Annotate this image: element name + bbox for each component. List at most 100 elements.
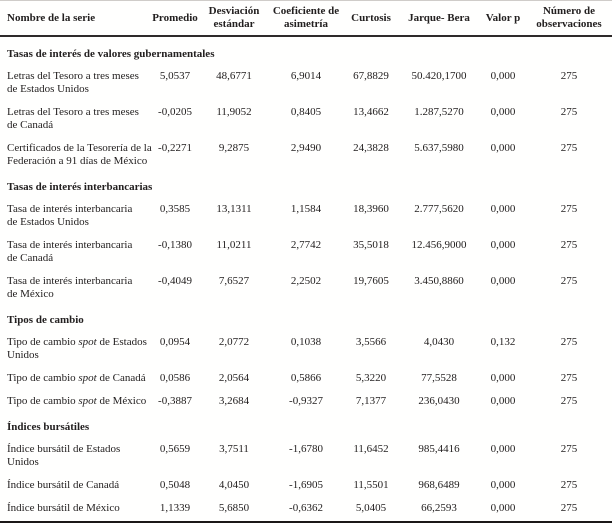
value-cell: 77,5528 [421, 372, 457, 384]
section-title: Tasas de interés de valores gubernamenta… [7, 48, 215, 60]
value-cell: 236,0430 [418, 395, 460, 407]
value-cell: 3,2684 [218, 395, 250, 407]
table-row: Índice bursátil de Estados Unidos 0,5659 3,… [0, 435, 612, 471]
table-row: Letras del Tesoro a tres meses de Estados… [0, 62, 612, 98]
section-title: Tipos de cambio [7, 314, 84, 326]
series-name-cell: Índice bursátil de Estados Unidos [7, 443, 121, 468]
value-cell: 0,0586 [159, 372, 191, 384]
series-name-cell: Tipo de cambio spot de Estados Unidos [7, 336, 147, 361]
value-cell: 275 [560, 443, 578, 455]
value-cell: 1,1584 [290, 203, 322, 215]
value-cell: 275 [560, 479, 578, 491]
value-cell: 275 [560, 142, 578, 154]
value-cell: 0,5048 [159, 479, 191, 491]
value-cell: 18,3960 [353, 203, 389, 215]
section-title: Índices bursátiles [7, 421, 90, 433]
value-cell: 13,4662 [353, 106, 389, 118]
value-cell: 0,3585 [159, 203, 191, 215]
header-row: Nombre de la serie Promedio Desviación est… [0, 1, 612, 37]
value-cell: -0,2271 [158, 142, 192, 154]
column-header-3: Coeficiente de asimetría [268, 1, 344, 37]
value-cell: 4,0430 [423, 336, 455, 348]
value-cell: 0,000 [490, 239, 516, 251]
series-name-cell: Certificados de la Tesorería de la Federa… [7, 142, 152, 167]
column-header-0: Nombre de la serie [0, 1, 150, 37]
value-cell: 11,9052 [216, 106, 252, 118]
value-cell: 0,1038 [290, 336, 322, 348]
value-cell: 0,000 [490, 275, 516, 287]
value-cell: -0,1380 [158, 239, 192, 251]
value-cell: 1.287,5270 [414, 106, 464, 118]
section-header-row: Tipos de cambio [0, 303, 612, 328]
table-row: Tasa de interés interbancaria de Estados … [0, 195, 612, 231]
section-title: Tasas de interés interbancarias [7, 181, 153, 193]
value-cell: 11,0211 [216, 239, 252, 251]
value-cell: 5,6850 [218, 502, 250, 514]
series-name-cell: Índice bursátil de México [7, 502, 120, 514]
value-cell: 275 [560, 203, 578, 215]
value-cell: 0,5659 [159, 443, 191, 455]
value-cell: 275 [560, 106, 578, 118]
value-cell: 275 [560, 70, 578, 82]
column-header-6: Valor p [480, 1, 526, 37]
table-header: Nombre de la serie Promedio Desviación est… [0, 1, 612, 37]
value-cell: 0,000 [490, 502, 516, 514]
value-cell: 2,7742 [290, 239, 322, 251]
value-cell: 3,7511 [219, 443, 249, 455]
series-name-cell: Tasa de interés interbancaria de México [7, 275, 133, 300]
section-header-row: Tasas de interés interbancarias [0, 170, 612, 195]
value-cell: -0,6362 [289, 502, 323, 514]
value-cell: 0,8405 [290, 106, 322, 118]
value-cell: 2.777,5620 [414, 203, 464, 215]
value-cell: 6,9014 [290, 70, 322, 82]
value-cell: 0,000 [490, 479, 516, 491]
value-cell: 968,6489 [418, 479, 460, 491]
series-name-cell: Índice bursátil de Canadá [7, 479, 120, 491]
value-cell: 275 [560, 239, 578, 251]
value-cell: 2,0564 [218, 372, 250, 384]
series-name-cell: Tasa de interés interbancaria de Estados … [7, 203, 133, 228]
value-cell: -1,6780 [289, 443, 323, 455]
value-cell: 0,000 [490, 70, 516, 82]
value-cell: 48,6771 [216, 70, 252, 82]
value-cell: 5,0405 [355, 502, 387, 514]
value-cell: 0,132 [490, 336, 516, 348]
value-cell: 4,0450 [218, 479, 250, 491]
value-cell: 9,2875 [218, 142, 250, 154]
column-header-4: Curtosis [344, 1, 398, 37]
value-cell: 2,9490 [290, 142, 322, 154]
value-cell: 275 [560, 395, 578, 407]
value-cell: 0,0954 [159, 336, 191, 348]
section-header-row: Tasas de interés de valores gubernamenta… [0, 36, 612, 62]
value-cell: 985,4416 [418, 443, 460, 455]
value-cell: -0,0205 [158, 106, 192, 118]
value-cell: 13,1311 [216, 203, 252, 215]
table-body: Tasas de interés de valores gubernamenta… [0, 36, 612, 523]
value-cell: 2,2502 [290, 275, 322, 287]
value-cell: 3.450,8860 [414, 275, 464, 287]
value-cell: -1,6905 [289, 479, 323, 491]
column-header-1: Promedio [150, 1, 200, 37]
value-cell: 275 [560, 372, 578, 384]
value-cell: 2,0772 [218, 336, 250, 348]
value-cell: 5,3220 [355, 372, 387, 384]
value-cell: 7,1377 [355, 395, 387, 407]
value-cell: -0,3887 [158, 395, 192, 407]
column-header-2: Desviación estándar [200, 1, 268, 37]
value-cell: 1,1339 [159, 502, 191, 514]
value-cell: 19,7605 [353, 275, 389, 287]
table-row: Tasa de interés interbancaria de México -0… [0, 267, 612, 303]
value-cell: 12.456,9000 [411, 239, 467, 251]
value-cell: 11,5501 [353, 479, 389, 491]
column-header-5: Jarque- Bera [398, 1, 480, 37]
value-cell: 7,6527 [218, 275, 250, 287]
value-cell: -0,9327 [289, 395, 323, 407]
series-name-cell: Tasa de interés interbancaria de Canadá [7, 239, 133, 264]
value-cell: 5,0537 [159, 70, 191, 82]
value-cell: -0,4049 [158, 275, 192, 287]
value-cell: 50.420,1700 [411, 70, 467, 82]
column-header-7: Número de observaciones [526, 1, 612, 37]
value-cell: 0,000 [490, 443, 516, 455]
table-row: Letras del Tesoro a tres meses de Canadá -… [0, 98, 612, 134]
